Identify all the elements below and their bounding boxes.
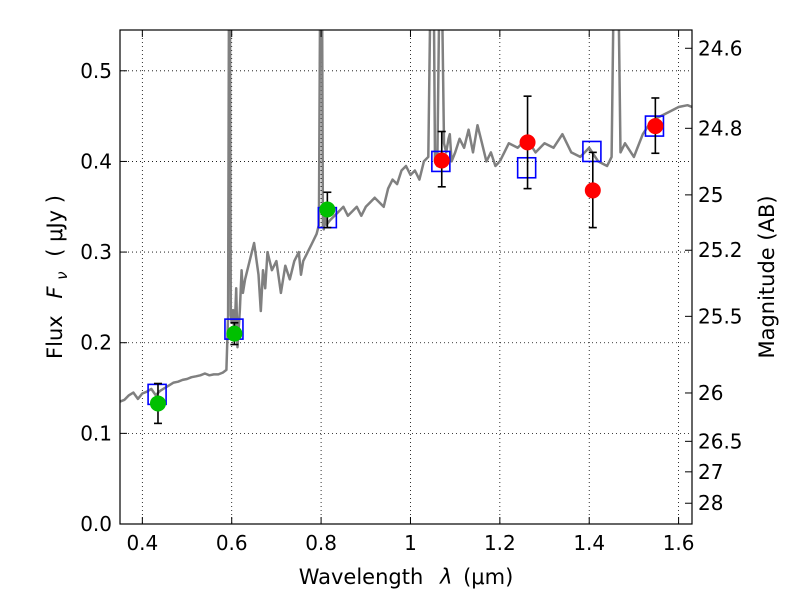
y-tick-label-3: 0.3 xyxy=(80,240,112,264)
y2-tick-label-1: 24.8 xyxy=(698,116,743,140)
y2-tick-label-7: 27 xyxy=(698,460,723,484)
green-point-1 xyxy=(226,325,243,342)
x-tick-label-3: 1 xyxy=(404,531,417,555)
y2-tick-label-0: 24.6 xyxy=(698,36,743,60)
plot-area xyxy=(120,30,692,425)
red-point-3 xyxy=(647,118,664,135)
y-tick-label-2: 0.2 xyxy=(80,331,112,355)
grid-lines xyxy=(120,30,692,524)
x-axis-title-symbol: λ xyxy=(439,565,452,589)
y-axis-title: Flux F ν ( μJy ) xyxy=(43,195,72,359)
y2-tick-label-3: 25.2 xyxy=(698,238,743,262)
x-tick-label-4: 1.2 xyxy=(484,531,516,555)
red-point-1 xyxy=(519,134,536,151)
y2-tick-label-6: 26.5 xyxy=(698,429,743,453)
y2-tick-label-2: 25 xyxy=(698,183,723,207)
model-box-3 xyxy=(431,150,451,173)
y-axis-title-text: Flux xyxy=(43,315,67,359)
y2-tick-label-5: 26 xyxy=(698,381,723,405)
y2-tick-label-8: 28 xyxy=(698,491,723,515)
green-point-0 xyxy=(149,395,166,412)
y-axis-title-symbol: F xyxy=(43,286,67,299)
axis-ticks: 0.4 0.6 0.8 1 1.2 1.4 1.6 0.0 0.1 0.2 0.3 0.4 0.5 24.… xyxy=(80,30,743,555)
y-tick-label-1: 0.1 xyxy=(80,421,112,445)
x-axis-title-units: (μm) xyxy=(463,565,513,589)
x-tick-label-2: 0.8 xyxy=(305,531,337,555)
y-axis-title-units: ( μJy ) xyxy=(43,195,67,257)
x-tick-label-0: 0.4 xyxy=(126,531,158,555)
x-axis-title: Wavelength λ (μm) xyxy=(299,565,514,589)
y-axis-title-subscript: ν xyxy=(53,271,71,279)
x-axis-title-text: Wavelength xyxy=(299,565,424,589)
green-point-2 xyxy=(319,201,336,218)
model-box-6 xyxy=(644,115,665,137)
y-tick-label-0: 0.0 xyxy=(80,512,112,536)
model-box-4 xyxy=(516,156,537,179)
model-box-5 xyxy=(582,140,602,163)
red-point-0 xyxy=(433,152,450,169)
x-tick-label-1: 0.6 xyxy=(216,531,248,555)
x-tick-label-6: 1.6 xyxy=(663,531,695,555)
y-tick-label-5: 0.5 xyxy=(80,59,112,83)
plot-frame xyxy=(119,29,693,525)
x-tick-label-5: 1.4 xyxy=(573,531,605,555)
y2-tick-label-4: 25.5 xyxy=(698,304,743,328)
y-tick-label-4: 0.4 xyxy=(80,149,112,173)
red-point-2 xyxy=(584,182,601,199)
y2-axis-title: Magnitude (AB) xyxy=(755,195,779,358)
sed-spectrum-line xyxy=(120,30,692,403)
